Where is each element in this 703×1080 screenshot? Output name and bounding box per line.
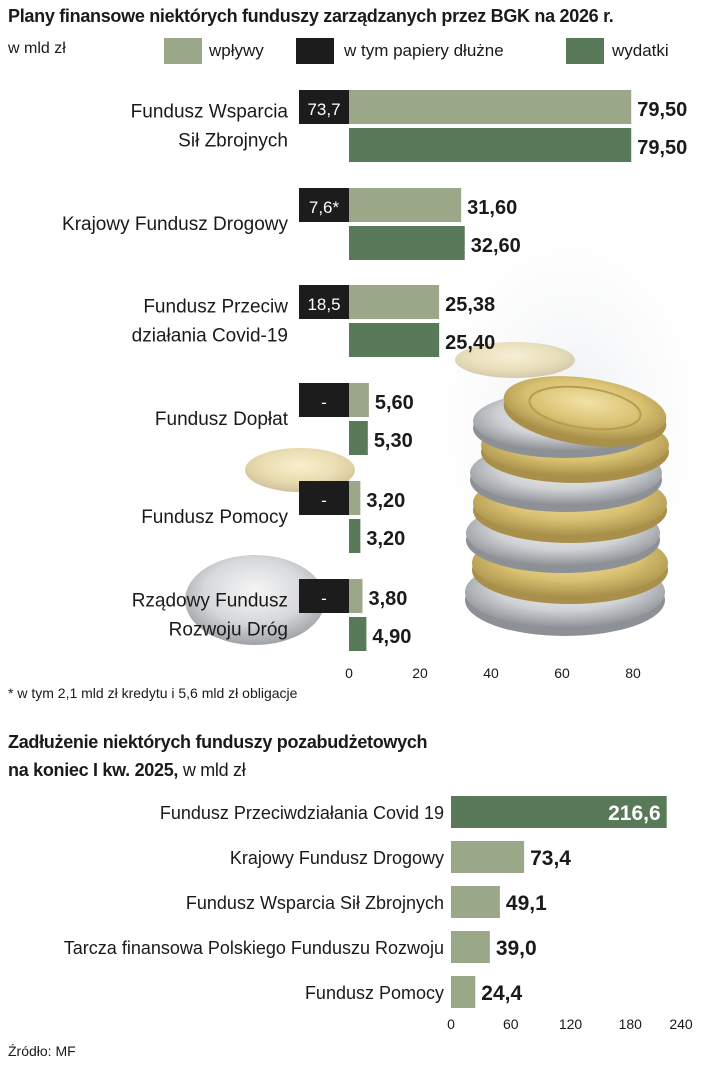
bar-debt-1 [299,188,349,222]
bar-debt2025-1 [451,841,525,873]
chart2-title: Zadłużenie niektórych funduszy pozabudże… [8,728,428,784]
label-debt-2: 18,5 [307,295,340,314]
bar-debt2025-3 [451,931,490,963]
category-label2-3: Tarcza finansowa Polskiego Funduszu Rozw… [64,938,444,958]
x-tick-1: 20 [412,665,428,681]
x2-tick-4: 240 [669,1016,693,1032]
bar-inflows-4 [349,481,361,515]
coins-illustration [185,180,703,660]
bar-debt2025-2 [451,886,500,918]
bar-inflows-0 [349,90,632,124]
bar-debt-4 [299,481,349,515]
x2-tick-1: 60 [503,1016,519,1032]
chart1-footnote: * w tym 2,1 mld zł kredytu i 5,6 mld zł … [8,685,298,701]
bar-spending-5 [349,617,367,651]
category-label-2-1: działania Covid-19 [132,326,288,347]
label-spending-0: 79,50 [637,137,687,159]
label-debt-4: - [321,491,327,510]
bar-spending-3 [349,421,368,455]
x-tick-3: 60 [554,665,570,681]
category-label-2-0: Fundusz Przeciw [143,297,288,318]
value-label-2: 49,1 [506,892,547,915]
bar-inflows-1 [349,188,462,222]
label-spending-1: 32,60 [471,235,521,257]
x-tick-2: 40 [483,665,499,681]
source-note: Źródło: MF [8,1043,76,1059]
chart1-unit: w mld zł [8,40,66,57]
category-label-3-0: Fundusz Dopłat [155,409,289,430]
label-inflows-3: 5,60 [375,392,414,414]
category-label2-1: Krajowy Fundusz Drogowy [230,848,444,868]
label-inflows-0: 79,50 [637,99,687,121]
category-label-5-1: Rozwoju Dróg [169,620,288,641]
category-label2-4: Fundusz Pomocy [305,983,444,1003]
label-spending-2: 25,40 [445,332,495,354]
legend-label-inflows: wpływy [209,41,264,60]
chart2-title-unit: w mld zł [178,760,246,780]
label-debt-3: - [321,393,327,412]
label-spending-3: 5,30 [374,430,413,452]
legend-swatch-debt [296,38,334,64]
label-debt-5: - [321,589,327,608]
bar-debt-0 [299,90,349,124]
bar-debt2025-0 [451,796,667,828]
category-label-5-0: Rządowy Fundusz [132,591,288,612]
legend-label-debt: w tym papiery dłużne [344,41,504,60]
category-label-1-0: Krajowy Fundusz Drogowy [62,214,288,235]
bar-debt-5 [299,579,349,613]
category-label2-0: Fundusz Przeciwdziałania Covid 19 [160,803,444,823]
label-debt-1: 7,6* [309,198,340,217]
bar-spending-0 [349,128,632,162]
category-label-4-0: Fundusz Pomocy [141,507,288,528]
x-tick-0: 0 [345,665,353,681]
category-label-0-1: Sił Zbrojnych [178,131,288,152]
chart2-title-line2: na koniec I kw. 2025, [8,760,179,780]
value-label-0: 216,6 [608,802,661,825]
bar-inflows-3 [349,383,369,417]
chart1-title: Plany finansowe niektórych funduszy zarz… [8,6,614,26]
x2-tick-0: 0 [447,1016,455,1032]
bar-spending-4 [349,519,361,553]
bar-inflows-5 [349,579,363,613]
value-label-3: 39,0 [496,937,537,960]
x2-tick-2: 120 [559,1016,583,1032]
bar-debt-3 [299,383,349,417]
label-spending-5: 4,90 [372,626,411,648]
bar-debt2025-4 [451,976,476,1008]
legend-swatch-spending [566,38,604,64]
category-label2-2: Fundusz Wsparcia Sił Zbrojnych [186,893,444,913]
label-inflows-5: 3,80 [368,588,407,610]
label-debt-0: 73,7 [307,100,340,119]
legend-swatch-inflows [164,38,202,64]
x2-tick-3: 180 [619,1016,643,1032]
chart2-title-line1: Zadłużenie niektórych funduszy pozabudże… [8,732,428,752]
x-tick-4: 80 [625,665,641,681]
bar-spending-2 [349,323,440,357]
bar-spending-1 [349,226,465,260]
legend-label-spending: wydatki [612,41,669,60]
bar-debt-2 [299,285,349,319]
value-label-4: 24,4 [481,982,522,1005]
label-inflows-2: 25,38 [445,294,495,316]
bar-inflows-2 [349,285,440,319]
value-label-1: 73,4 [530,847,571,870]
label-inflows-4: 3,20 [366,490,405,512]
label-inflows-1: 31,60 [467,197,517,219]
label-spending-4: 3,20 [366,528,405,550]
category-label-0-0: Fundusz Wsparcia [131,102,289,123]
